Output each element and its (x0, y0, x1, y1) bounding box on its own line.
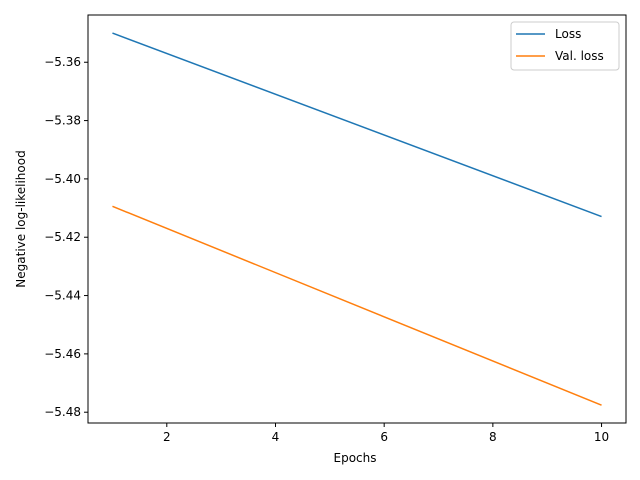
y-tick-label: −5.36 (44, 55, 81, 69)
y-tick-label: −5.40 (44, 172, 81, 186)
y-tick-label: −5.42 (44, 230, 81, 244)
plot-frame (87, 14, 627, 424)
y-tick-label: −5.38 (44, 114, 81, 128)
x-tick-label: 2 (163, 430, 171, 444)
x-tick-label: 10 (594, 430, 609, 444)
x-axis-label: Epochs (334, 451, 377, 465)
x-tick-label: 6 (380, 430, 388, 444)
legend-label-val-loss: Val. loss (555, 49, 604, 63)
series-line-1 (112, 205, 602, 406)
x-tick-label: 4 (272, 430, 280, 444)
y-tick-label: −5.44 (44, 289, 81, 303)
y-axis: −5.36 −5.38 −5.40 −5.42 −5.44 −5.46 −5.48 (44, 55, 88, 419)
series-group (112, 32, 602, 406)
y-tick-label: −5.46 (44, 347, 81, 361)
y-axis-label: Negative log-likelihood (14, 150, 28, 287)
legend: Loss Val. loss (510, 21, 620, 71)
series-line-0 (112, 32, 602, 218)
legend-label-loss: Loss (555, 27, 581, 41)
y-tick-label: −5.48 (44, 405, 81, 419)
x-axis: 2 4 6 8 10 (163, 423, 609, 444)
x-tick-label: 8 (489, 430, 497, 444)
